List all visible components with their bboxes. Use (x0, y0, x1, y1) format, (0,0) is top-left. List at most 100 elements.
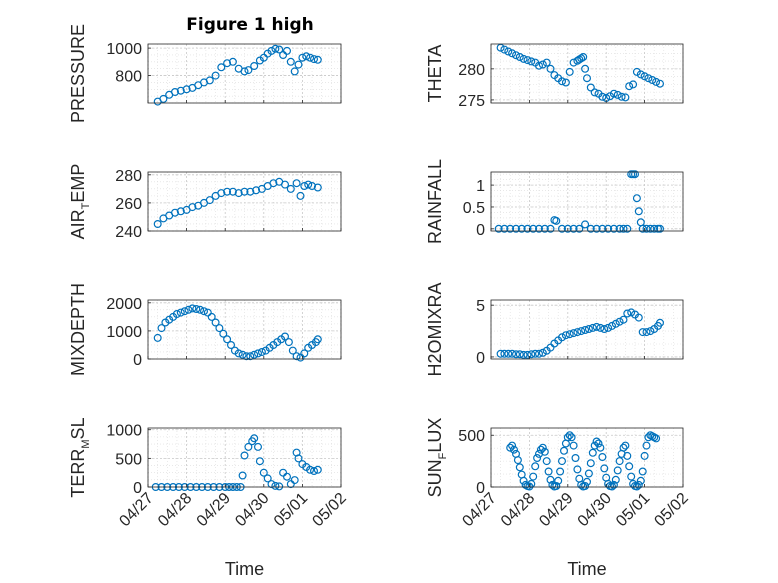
x-tick-label: 04/28 (155, 490, 195, 530)
data-point (623, 451, 632, 460)
series-mixdepth (153, 304, 322, 362)
data-point (619, 443, 628, 452)
series-sun_flux (506, 431, 661, 491)
data-point (613, 466, 622, 475)
data-point (500, 349, 509, 358)
y-tick-label: 260 (115, 196, 142, 213)
data-point (246, 187, 255, 196)
data-point (238, 350, 247, 359)
data-point (171, 208, 180, 217)
axes-box (147, 427, 342, 488)
data-point (611, 319, 620, 328)
data-point (313, 465, 322, 474)
data-point (302, 52, 311, 61)
data-point (286, 57, 295, 66)
data-point (538, 443, 547, 452)
data-point (508, 49, 517, 58)
data-point (250, 434, 259, 443)
y-tick-label: 0 (476, 222, 485, 239)
y-tick-label: 0 (476, 480, 485, 497)
series-air_temp (153, 177, 322, 229)
data-point (298, 53, 307, 62)
data-point (655, 79, 664, 88)
x-tick-label: 04/28 (498, 490, 538, 530)
data-point (582, 477, 591, 486)
data-point (609, 224, 618, 233)
data-point (600, 464, 609, 473)
data-point (531, 462, 540, 471)
data-point (632, 194, 641, 203)
data-point (632, 482, 641, 491)
data-point (188, 203, 197, 212)
data-point (623, 224, 632, 233)
data-point (533, 454, 542, 463)
data-point (511, 224, 520, 233)
data-point (636, 70, 645, 79)
data-point (582, 74, 591, 83)
data-point (180, 307, 189, 316)
data-point (313, 55, 322, 64)
data-point (511, 51, 520, 60)
y-tick-label: 0 (133, 352, 142, 369)
data-point (283, 472, 292, 481)
y-tick-label: 0.5 (463, 200, 485, 217)
data-point (634, 207, 643, 216)
data-point (540, 224, 549, 233)
data-point (504, 47, 513, 56)
y-axis-label: H2OMIXRA (425, 282, 445, 376)
x-tick-label: 04/30 (575, 490, 615, 530)
data-point (615, 224, 624, 233)
data-point (294, 60, 303, 69)
data-point (554, 476, 563, 485)
data-point (655, 224, 664, 233)
data-point (519, 54, 528, 63)
data-point (627, 308, 636, 317)
data-point (184, 305, 193, 314)
data-point (592, 437, 601, 446)
data-point (254, 349, 263, 358)
data-point (219, 329, 228, 338)
plot-area (148, 172, 341, 231)
y-tick-label: 0 (133, 480, 142, 497)
series-theta (496, 43, 664, 102)
data-point (306, 53, 315, 62)
data-point (542, 457, 551, 466)
y-axis-label: THETA (425, 45, 445, 103)
data-point (534, 61, 543, 70)
major-grid (490, 300, 684, 359)
y-tick-label: 275 (458, 93, 485, 110)
data-point (205, 76, 214, 85)
data-point (630, 170, 639, 179)
data-point (544, 467, 553, 476)
data-point (308, 182, 317, 191)
data-point (228, 187, 237, 196)
x-axis-label: Time (567, 559, 606, 579)
data-point (563, 224, 572, 233)
data-point (627, 472, 636, 481)
x-tick-label: 04/29 (536, 490, 576, 530)
series-h2omixra (496, 308, 664, 359)
data-point (153, 220, 162, 229)
y-axis-label-part: SL (68, 417, 88, 439)
data-point (290, 67, 299, 76)
data-point (634, 480, 643, 489)
plot-area (491, 300, 683, 359)
data-point (275, 45, 284, 54)
data-point (494, 224, 503, 233)
data-point (296, 191, 305, 200)
data-point (577, 327, 586, 336)
data-point (240, 451, 249, 460)
y-axis-label: TERRMSL (68, 417, 92, 497)
y-tick-label: 1000 (106, 423, 142, 440)
y-tick-label: 5 (476, 298, 485, 315)
data-point (581, 220, 590, 229)
data-point (294, 454, 303, 463)
data-point (615, 457, 624, 466)
data-point (223, 335, 232, 344)
series-rainfall (494, 170, 664, 233)
data-point (238, 471, 247, 480)
y-tick-label: 280 (458, 62, 485, 79)
data-point (153, 333, 162, 342)
data-point (171, 87, 180, 96)
